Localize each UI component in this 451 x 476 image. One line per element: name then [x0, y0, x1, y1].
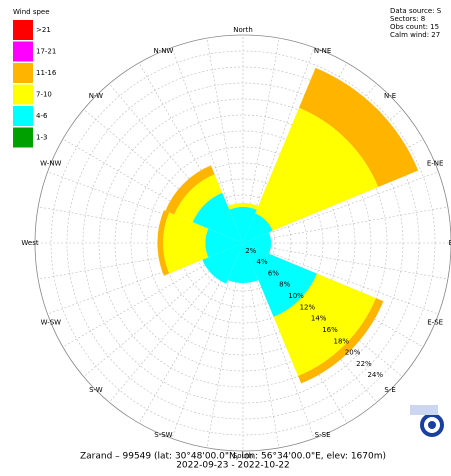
legend-swatch: [13, 20, 33, 40]
legend-swatch: [13, 63, 33, 83]
spoke: [242, 38, 280, 244]
caption: Zarand – 99549 (lat: 30°48'00.0"N, lon: …: [80, 452, 386, 462]
spoke: [206, 38, 244, 244]
legend-label: 17-21: [36, 48, 56, 56]
spoke: [138, 242, 244, 424]
logo: [410, 405, 444, 437]
info-line: Sectors: 8: [390, 15, 425, 23]
r-tick-label: 8%: [279, 281, 290, 289]
wedge: [299, 67, 419, 187]
spoke: [242, 206, 448, 244]
direction-label: S-SE: [315, 431, 331, 439]
r-tick-label: 6%: [268, 269, 279, 277]
legend-title: Wind spee: [13, 8, 50, 16]
r-tick-label: 2%: [245, 247, 256, 255]
r-tick-label: 14%: [311, 315, 327, 323]
info-line: Calm wind: 27: [390, 31, 440, 39]
wedge: [255, 107, 379, 231]
wedge: [227, 243, 259, 283]
wedge: [273, 273, 377, 377]
legend-swatch: [13, 84, 33, 105]
direction-label: S-W: [89, 386, 103, 394]
spoke: [62, 138, 244, 244]
r-tick-label: 18%: [334, 337, 350, 345]
direction-label: South: [233, 452, 253, 460]
direction-label: North: [233, 26, 253, 34]
legend-label: 7-10: [36, 91, 52, 99]
spoke: [47, 242, 244, 315]
wedge: [243, 243, 317, 317]
spoke: [83, 109, 244, 244]
direction-label: N-E: [384, 92, 396, 100]
direction-label: West: [21, 239, 38, 247]
spoke: [83, 242, 244, 377]
r-tick-label: 20%: [345, 349, 361, 357]
wedge: [243, 232, 271, 254]
spoke: [242, 47, 315, 244]
spoke: [62, 242, 244, 348]
spoke: [171, 47, 244, 244]
direction-label: N-NE: [314, 47, 331, 55]
spoke: [242, 242, 448, 280]
wedge: [205, 228, 243, 258]
info-line: Obs count: 15: [390, 23, 439, 31]
spoke: [206, 242, 244, 448]
r-tick-label: 10%: [288, 292, 304, 300]
spoke: [38, 242, 244, 280]
spoke: [242, 242, 280, 448]
spoke: [171, 242, 244, 439]
wedge: [157, 210, 170, 276]
direction-label: E-SE: [427, 319, 443, 327]
spoke: [242, 171, 439, 244]
r-tick-label: 16%: [322, 326, 338, 334]
legend-label: 1-3: [36, 134, 47, 142]
outer-ring: [34, 34, 451, 452]
wedge: [165, 165, 215, 215]
spoke: [242, 242, 315, 439]
wedge: [227, 202, 259, 210]
direction-label: S-E: [384, 386, 395, 394]
legend-label: 4-6: [36, 112, 48, 120]
r-tick-label: 24%: [367, 371, 383, 379]
direction-label: W-NW: [40, 159, 61, 167]
legend-swatch: [13, 106, 33, 126]
direction-label: N-W: [89, 92, 103, 100]
spoke: [38, 206, 244, 244]
r-tick-label: 4%: [257, 258, 268, 266]
info-line: Data source: S: [390, 7, 442, 15]
wedge: [163, 212, 209, 274]
direction-label: W-SW: [41, 319, 62, 327]
caption: 2022-09-23 - 2022-10-22: [176, 461, 290, 471]
spoke: [242, 242, 439, 315]
r-tick-label: 22%: [356, 360, 372, 368]
spoke: [47, 171, 244, 244]
wedge: [192, 192, 243, 243]
direction-label: S-SW: [154, 431, 172, 439]
wedge: [298, 298, 384, 384]
legend-swatch: [13, 127, 33, 148]
spoke: [109, 242, 244, 403]
r-tick-label: 12%: [300, 303, 316, 311]
wedge: [174, 174, 223, 223]
legend-label: >21: [36, 26, 51, 34]
direction-label: N-NW: [153, 47, 173, 55]
direction-label: East: [448, 239, 451, 247]
spoke: [109, 83, 244, 244]
wedge: [243, 213, 273, 243]
wedge: [202, 243, 243, 284]
direction-label: E-NE: [427, 159, 444, 167]
legend-label: 11-16: [36, 69, 57, 77]
wedge: [229, 207, 257, 243]
legend-swatch: [13, 41, 33, 62]
spoke: [138, 62, 244, 244]
